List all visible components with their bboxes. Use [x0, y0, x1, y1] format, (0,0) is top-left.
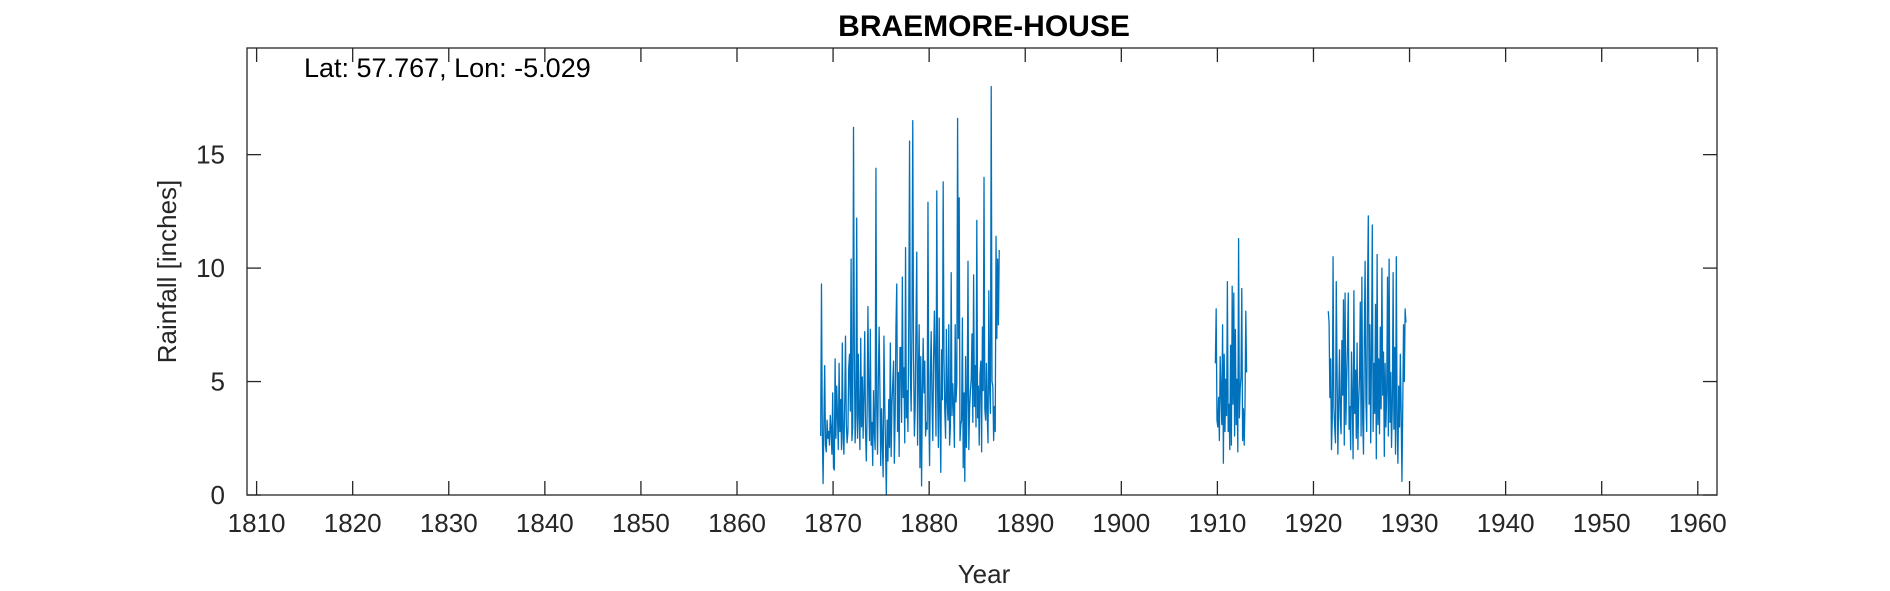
x-tick-label: 1830 — [420, 508, 478, 538]
y-tick-label: 15 — [196, 140, 225, 170]
plot-frame — [246, 47, 1718, 496]
rainfall-series-line — [820, 85, 1000, 496]
data-layer — [820, 85, 1407, 496]
x-tick-label: 1860 — [708, 508, 766, 538]
x-tick-label: 1810 — [228, 508, 286, 538]
x-tick-label: 1920 — [1285, 508, 1343, 538]
x-tick-label: 1880 — [900, 508, 958, 538]
y-axis-label: Rainfall [inches] — [152, 180, 182, 364]
rainfall-series-line — [1214, 237, 1248, 464]
x-tick-label: 1840 — [516, 508, 574, 538]
station-coordinates-annotation: Lat: 57.767, Lon: -5.029 — [304, 53, 591, 83]
x-axis-label: Year — [958, 559, 1011, 589]
x-tick-label: 1910 — [1188, 508, 1246, 538]
x-tick-label: 1850 — [612, 508, 670, 538]
rainfall-series-line — [1327, 215, 1407, 483]
tick-layer: 1810 1820 1830 1840 1850 1860 1870 1880 1890 1900… — [196, 48, 1727, 538]
x-tick-label: 1870 — [804, 508, 862, 538]
x-tick-label: 1940 — [1477, 508, 1535, 538]
x-tick-label: 1890 — [996, 508, 1054, 538]
y-tick-label: 5 — [211, 367, 225, 397]
x-tick-label: 1950 — [1573, 508, 1631, 538]
x-tick-label: 1900 — [1092, 508, 1150, 538]
y-tick-label: 10 — [196, 253, 225, 283]
chart-title: BRAEMORE-HOUSE — [838, 10, 1130, 43]
x-tick-label: 1930 — [1381, 508, 1439, 538]
x-tick-label: 1820 — [324, 508, 382, 538]
x-tick-label: 1960 — [1669, 508, 1727, 538]
y-tick-label: 0 — [211, 480, 225, 510]
